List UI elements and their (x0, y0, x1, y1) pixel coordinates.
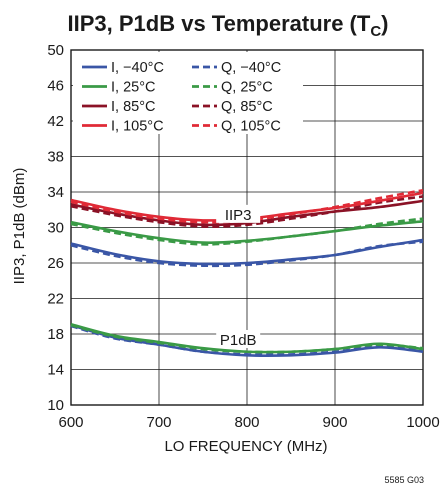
y-tick-label-6: 34 (47, 184, 64, 201)
legend: I, −40°C Q, −40°C I, 25°C Q, 25°C I, 85°C Q, … (73, 52, 303, 135)
x-axis-ticks: 600 700 800 900 1000 (58, 414, 439, 431)
series-layer (70, 188, 424, 357)
x-tick-label-4: 1000 (406, 414, 439, 431)
legend-label-1: Q, −40°C (221, 60, 281, 76)
legend-bg (73, 52, 303, 134)
y-tick-label-0: 10 (47, 397, 64, 414)
y-tick-label-9: 46 (47, 78, 64, 95)
figure-code: 5585 G03 (384, 475, 424, 485)
y-tick-label-7: 38 (47, 149, 64, 166)
annotation-bg-1 (216, 329, 261, 348)
x-tick-label-0: 600 (58, 414, 83, 431)
series-line-iip3-5 (70, 195, 424, 229)
y-tick-label-1: 14 (47, 362, 64, 379)
y-tick-label-10: 50 (47, 42, 64, 59)
legend-label-0: I, −40°C (111, 60, 164, 76)
annotation-bg-0 (216, 204, 261, 223)
x-axis-label: LO FREQUENCY (MHz) (164, 438, 327, 455)
legend-label-4: I, 85°C (111, 99, 155, 115)
plot-frame (70, 49, 424, 406)
y-tick-label-4: 26 (47, 255, 64, 272)
x-tick-label-2: 800 (234, 414, 259, 431)
chart-title: IIP3, P1dB vs Temperature (TC) (68, 11, 389, 40)
annotation-p1db: P1dB (220, 332, 257, 349)
y-tick-label-5: 30 (47, 220, 64, 237)
annotation-iip3: IIP3 (225, 207, 252, 224)
x-tick-label-3: 900 (322, 414, 347, 431)
legend-label-6: I, 105°C (111, 119, 164, 135)
y-tick-label-3: 22 (47, 291, 64, 308)
y-tick-label-8: 42 (47, 113, 64, 130)
chart-title-close: ) (381, 11, 388, 36)
chart-title-main: IIP3, P1dB vs Temperature (T (68, 11, 371, 36)
legend-label-2: I, 25°C (111, 80, 155, 96)
legend-label-5: Q, 85°C (221, 99, 273, 115)
annotations: IIP3 P1dB (216, 204, 261, 349)
legend-label-7: Q, 105°C (221, 119, 281, 135)
y-axis-label: IIP3, P1dB (dBm) (11, 168, 28, 285)
y-axis-ticks: 10 14 18 22 26 30 34 38 42 46 50 (47, 42, 64, 414)
series-line-iip3-3 (70, 217, 424, 246)
series-line-iip3-4 (70, 199, 424, 227)
y-tick-label-2: 18 (47, 326, 64, 343)
series-line-p1db-11 (70, 323, 424, 354)
x-tick-label-1: 700 (146, 414, 171, 431)
series-line-p1db-9 (70, 324, 424, 357)
series-line-iip3-1 (70, 240, 424, 268)
legend-label-3: Q, 25°C (221, 80, 273, 96)
chart-title-subscript: C (370, 23, 381, 40)
